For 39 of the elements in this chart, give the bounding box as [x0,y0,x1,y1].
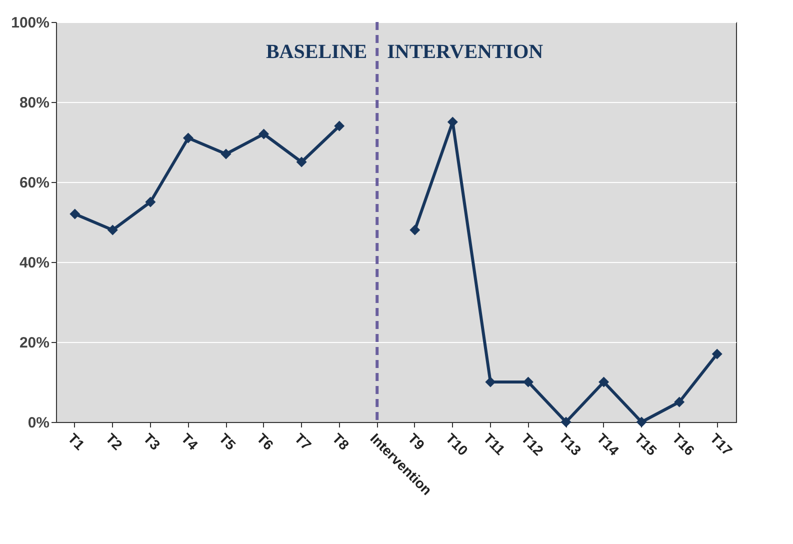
y-tick-label: 100% [11,14,50,32]
point [220,148,232,160]
x-tick-label: T13 [556,430,585,459]
point [296,156,307,168]
x-tick-label: T11 [480,430,509,458]
point [145,196,156,208]
point [410,224,420,236]
x-tick-label: T17 [707,430,736,459]
point [636,416,647,428]
point [598,376,610,388]
y-tick-label: 0% [28,414,50,432]
point [258,128,270,140]
point [334,120,345,132]
x-tick-label: T16 [669,430,698,459]
point [107,224,118,236]
x-tick-label: T4 [178,430,202,454]
point [485,376,496,388]
x-tick-label: T5 [216,430,240,454]
y-tick-label: 60% [19,174,50,192]
x-tick-label: T12 [518,430,547,459]
point [712,348,722,360]
y-tick-label: 80% [19,94,50,112]
x-tick-label: T14 [594,430,622,459]
annotation: BASELINE [266,41,368,63]
x-tick-label: T15 [632,430,660,459]
point [560,416,572,428]
y-tick-label: 20% [19,334,50,352]
x-tick-label: T8 [329,430,352,454]
point [70,208,80,220]
x-tick-label: T6 [254,430,277,454]
x-tick-label: T7 [292,430,315,454]
y-tick-label: 40% [19,254,50,272]
x-tick-label: T3 [140,430,164,454]
point [674,396,685,408]
annotation: INTERVENTION [387,41,544,63]
point [182,132,194,144]
x-tick-label: T2 [102,430,126,454]
x-tick-label: T1 [64,430,88,454]
x-tick-label: T10 [442,430,472,459]
